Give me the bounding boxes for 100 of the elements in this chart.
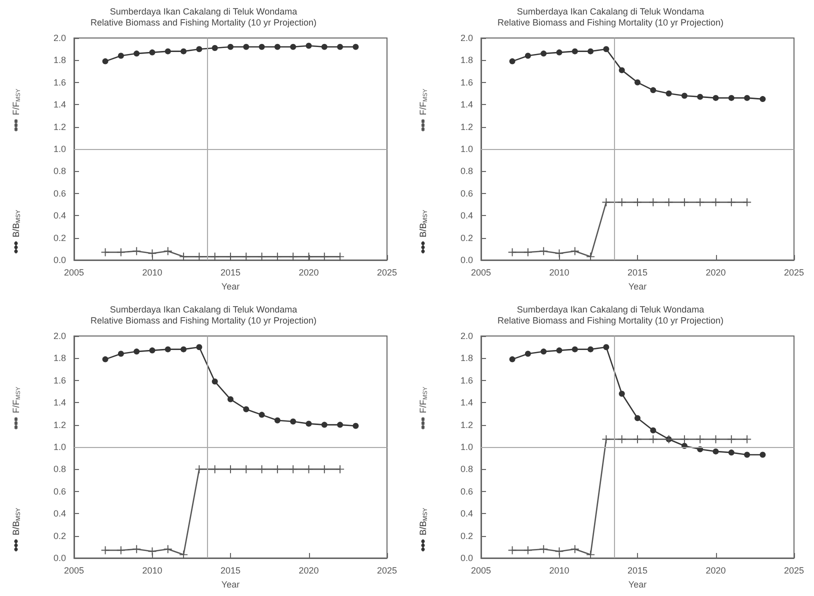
point xyxy=(696,198,704,206)
y-tick-label: 1.8 xyxy=(53,353,66,364)
point xyxy=(306,420,312,427)
y-tick-label: 1.6 xyxy=(460,77,473,88)
point xyxy=(508,546,516,554)
point xyxy=(618,198,626,206)
point xyxy=(320,252,328,261)
x-tick-label: 2025 xyxy=(376,268,398,278)
x-tick-label: 2025 xyxy=(784,268,804,278)
point xyxy=(258,465,266,474)
chart-title: Sumberdaya Ikan Cakalang di Teluk Wondama xyxy=(110,304,298,314)
point xyxy=(226,465,234,474)
y-tick-label: 1.8 xyxy=(460,55,473,66)
point xyxy=(760,452,766,458)
y-tick-label: 1.6 xyxy=(53,77,66,88)
point xyxy=(289,465,298,474)
x-axis-title: Year xyxy=(221,281,240,292)
x-tick-label: 2015 xyxy=(627,268,648,278)
x-tick-label: 2005 xyxy=(64,268,84,278)
point xyxy=(509,58,516,64)
y-tick-label: 1.2 xyxy=(460,420,473,430)
point xyxy=(337,44,344,50)
point xyxy=(634,435,642,444)
point xyxy=(649,435,658,444)
y-tick-label: 0.6 xyxy=(460,188,473,198)
y-tick-label: 1.2 xyxy=(460,122,473,132)
point xyxy=(352,44,359,50)
y-tick-label: 0.4 xyxy=(53,210,66,221)
point xyxy=(306,42,312,49)
y-tick-label: 0.2 xyxy=(53,232,66,243)
point xyxy=(712,448,719,454)
y-tick-label: 0.8 xyxy=(53,166,66,176)
point xyxy=(602,198,610,206)
point xyxy=(697,94,704,100)
point xyxy=(588,48,594,54)
point xyxy=(290,44,296,50)
x-axis-title: Year xyxy=(221,579,240,590)
point xyxy=(102,356,108,362)
y-tick-label: 1.2 xyxy=(53,122,66,132)
point xyxy=(336,465,344,474)
y-tick-label: 0.0 xyxy=(53,553,66,563)
point xyxy=(258,44,265,50)
y-tick-label: 1.0 xyxy=(460,442,473,452)
point xyxy=(134,50,140,57)
x-tick-label: 2025 xyxy=(376,566,398,576)
point xyxy=(603,344,610,350)
y-tick-label: 1.2 xyxy=(53,420,66,430)
point xyxy=(681,92,688,99)
y-tick-label: 1.6 xyxy=(53,375,66,386)
point xyxy=(618,67,625,74)
point xyxy=(728,450,734,456)
x-axis-title: Year xyxy=(628,281,647,292)
y-tick-label: 1.0 xyxy=(460,144,473,154)
point xyxy=(118,350,124,357)
y-tick-label: 0.8 xyxy=(460,166,473,176)
point xyxy=(290,418,296,424)
point xyxy=(274,417,280,424)
point xyxy=(650,87,656,94)
y-tick-label: 2.0 xyxy=(460,33,473,43)
point xyxy=(634,415,640,422)
x-tick-label: 2010 xyxy=(549,268,570,278)
point xyxy=(180,346,187,352)
point xyxy=(321,44,328,50)
chart-subtitle: Relative Biomass and Fishing Mortality (10 yr Projection) xyxy=(497,18,724,28)
point xyxy=(744,94,750,101)
x-tick-label: 2010 xyxy=(549,566,570,576)
y-tick-label: 1.4 xyxy=(53,398,66,408)
y-tick-label: 0.0 xyxy=(460,255,473,265)
y-tick-label: 1.0 xyxy=(53,144,66,154)
point xyxy=(196,46,202,52)
point xyxy=(164,247,172,256)
point xyxy=(524,350,531,357)
point xyxy=(274,44,280,50)
point xyxy=(570,247,579,256)
point xyxy=(228,396,234,402)
chart-title: Sumberdaya Ikan Cakalang di Teluk Wondama xyxy=(110,6,298,16)
y-tick-label: 0.2 xyxy=(460,530,473,541)
point xyxy=(337,422,344,428)
point xyxy=(618,435,626,444)
point xyxy=(289,252,298,261)
point xyxy=(588,346,594,352)
y-tick-label: 0.4 xyxy=(460,508,473,519)
point xyxy=(540,50,547,57)
point xyxy=(572,346,578,352)
point xyxy=(164,48,171,54)
y-tick-label: 0.0 xyxy=(460,553,473,563)
point xyxy=(664,198,673,206)
point xyxy=(243,406,250,412)
point xyxy=(336,252,344,261)
x-tick-label: 2015 xyxy=(627,566,648,576)
point xyxy=(696,435,704,444)
point xyxy=(743,198,752,206)
point xyxy=(164,346,171,352)
point xyxy=(508,248,516,256)
point xyxy=(149,49,156,56)
point xyxy=(195,465,204,474)
chart-title: Sumberdaya Ikan Cakalang di Teluk Wondama xyxy=(516,6,704,16)
point xyxy=(149,347,156,354)
y-tick-label: 2.0 xyxy=(460,331,473,341)
y-tick-label: 1.4 xyxy=(460,100,473,110)
